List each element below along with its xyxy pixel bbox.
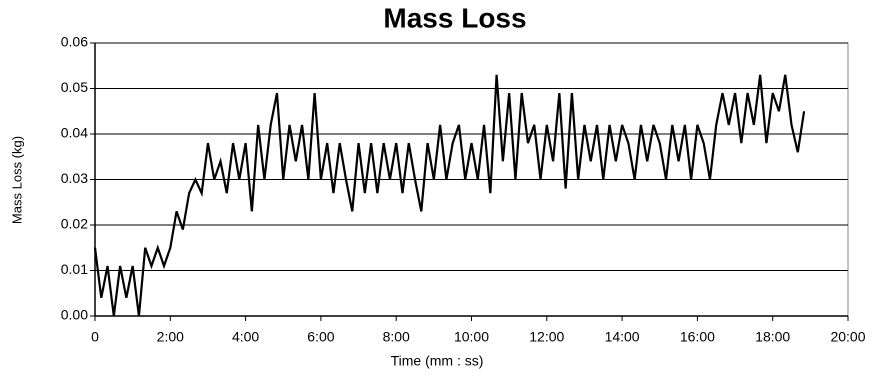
x-tick-label: 20:00: [830, 329, 865, 345]
y-tick-label: 0.05: [61, 79, 88, 95]
y-axis-label: Mass Loss (kg): [9, 136, 24, 224]
x-tick-label: 6:00: [307, 329, 334, 345]
x-axis-label: Time (mm : ss): [391, 353, 484, 369]
y-tick-label: 0.00: [61, 307, 88, 323]
y-tick-label: 0.01: [61, 261, 88, 277]
x-tick-label: 10:00: [454, 329, 489, 345]
y-tick-label: 0.04: [61, 125, 88, 141]
chart-title: Mass Loss: [383, 2, 526, 33]
x-tick-label: 18:00: [755, 329, 790, 345]
y-tick-label: 0.06: [61, 34, 88, 50]
y-tick-label: 0.02: [61, 216, 88, 232]
x-tick-label: 14:00: [605, 329, 640, 345]
data-line: [93, 74, 806, 317]
x-tick-label: 8:00: [383, 329, 410, 345]
x-tick-label: 2:00: [157, 329, 184, 345]
x-tick-label: 0: [91, 329, 99, 345]
x-tick-label: 12:00: [529, 329, 564, 345]
x-tick-label: 16:00: [680, 329, 715, 345]
y-tick-label: 0.03: [61, 170, 88, 186]
x-tick-label: 4:00: [232, 329, 259, 345]
